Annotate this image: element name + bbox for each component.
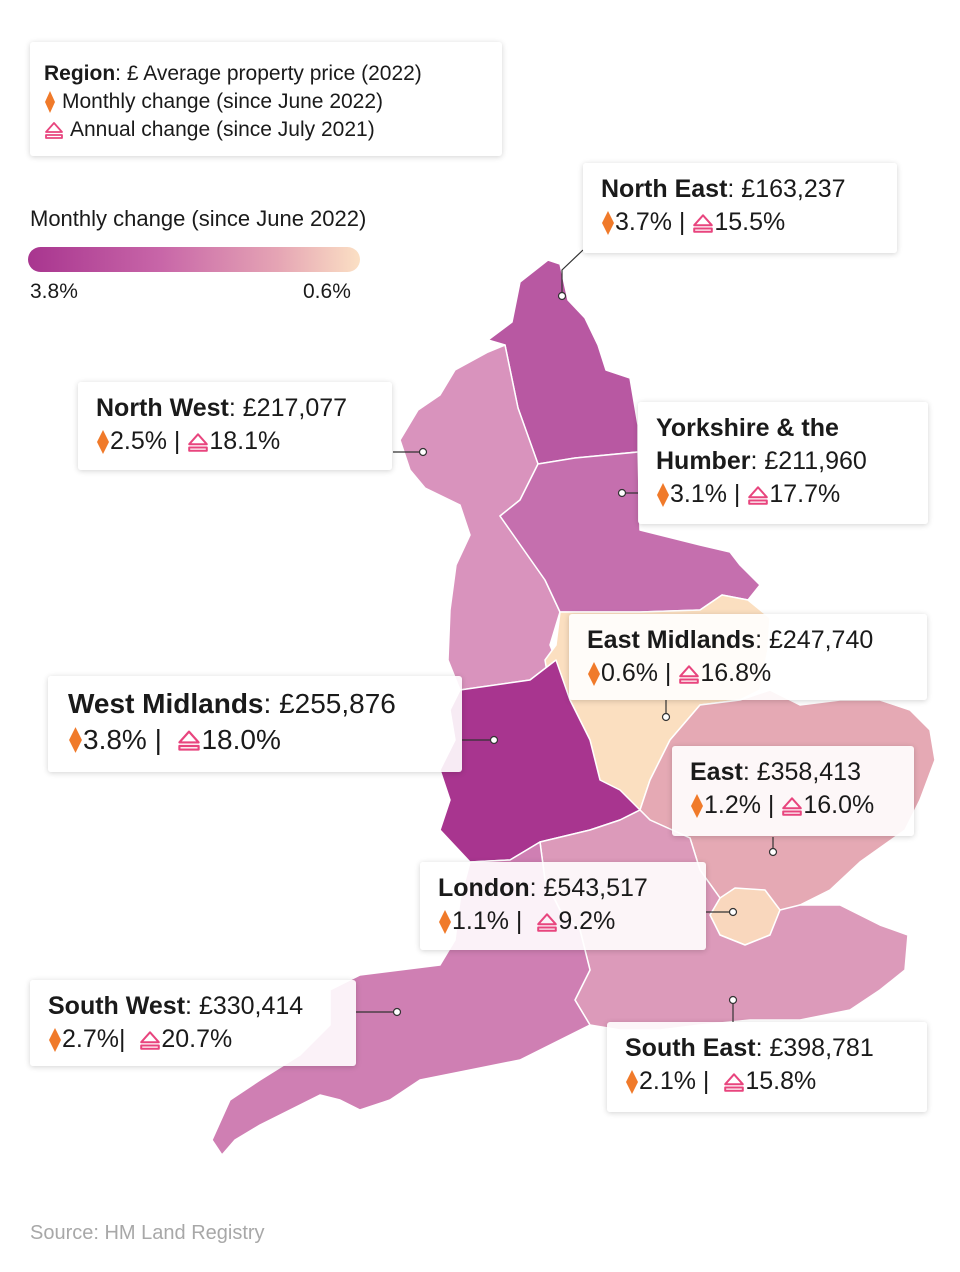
scale-min-label: 3.8% [30,280,78,303]
region-price: : £247,740 [755,626,874,654]
marker-south-east [728,995,738,1005]
annual-change-icon [693,213,714,233]
monthly-change: 1.2% [704,791,761,819]
marker-west-midlands [489,735,499,745]
region-price: : £543,517 [529,874,648,902]
region-name: East [690,758,743,786]
diamond-icon [97,429,109,454]
marker-north-west [418,447,428,457]
legend-price-text: : £ Average property price (2022) [115,62,422,85]
callout-north-west: North West: £217,077 2.5% | 18.1% [78,382,392,470]
diamond-icon [657,482,669,507]
legend-box: Region: £ Average property price (2022) … [30,42,502,156]
callout-east-midlands: East Midlands: £247,740 0.6% | 16.8% [569,614,927,700]
annual-change: 16.0% [803,791,875,819]
annual-change: 17.7% [769,480,841,508]
region-price: : £358,413 [742,758,861,786]
marker-east [768,847,778,857]
diamond-icon [439,909,451,934]
legend-region-label: Region [44,62,116,85]
annual-change: 16.8% [700,659,772,687]
region-name: London [438,874,530,902]
annual-change-icon [188,432,209,452]
annual-change-icon [748,485,769,505]
callout-east: East: £358,413 1.2% | 16.0% [672,746,914,836]
monthly-change: 1.1% [452,907,509,935]
region-name: South East [625,1034,756,1062]
marker-east-midlands [661,712,671,722]
diamond-icon [691,793,703,818]
legend-annual-line: Annual change (since July 2021) [44,116,502,144]
region-price: : £330,414 [185,992,304,1020]
region-price: : £217,077 [228,394,348,422]
annual-change-icon [140,1030,161,1050]
scale-title: Monthly change (since June 2022) [30,206,367,231]
marker-yorkshire [617,488,627,498]
diamond-icon [602,210,614,235]
region-price: : £163,237 [727,175,846,203]
region-name: Yorkshire & the [656,414,839,442]
annual-change-icon [537,912,558,932]
region-name: East Midlands [587,626,756,654]
callout-west-midlands: West Midlands: £255,876 3.8% | 18.0% [48,676,462,772]
region-price: : £398,781 [755,1034,874,1062]
legend-annual-text: Annual change (since July 2021) [70,118,375,141]
annual-change: 15.8% [745,1067,817,1095]
legend-monthly-text: Monthly change (since June 2022) [62,90,384,113]
region-price: : £255,876 [263,688,396,719]
annual-change: 20.7% [161,1025,233,1053]
monthly-change: 3.7% [615,208,672,236]
legend-monthly-line: Monthly change (since June 2022) [44,88,502,116]
region-name: South West [48,992,186,1020]
legend-price-line: Region: £ Average property price (2022) [44,60,502,88]
monthly-change: 3.8% [83,724,147,755]
annual-change-icon [724,1072,745,1092]
callout-north-east: North East: £163,237 3.7% | 15.5% [583,163,897,253]
marker-south-west [392,1007,402,1017]
annual-change: 9.2% [558,907,616,935]
monthly-change: 0.6% [601,659,658,687]
annual-change: 18.0% [201,724,281,755]
region-name: North West [96,394,229,422]
annual-change: 15.5% [714,208,786,236]
region-name: North East [601,175,728,203]
monthly-change: 3.1% [670,480,727,508]
monthly-change: 2.1% [639,1067,696,1095]
annual-change-icon [178,730,201,751]
source-note: Source: HM Land Registry [30,1222,265,1244]
callout-london: London: £543,517 1.1% | 9.2% [420,862,706,950]
monthly-change: 2.7% [62,1025,119,1053]
monthly-change: 2.5% [110,427,167,455]
annual-change: 18.1% [209,427,281,455]
region-name: Humber [656,447,751,475]
color-scale-bar [28,247,360,272]
diamond-icon [45,91,55,113]
callout-south-west: South West: £330,414 2.7% | 20.7% [30,980,356,1066]
annual-change-icon [45,122,63,139]
diamond-icon [588,661,600,686]
region-name: West Midlands [68,688,264,719]
callout-yorkshire: Yorkshire & the Humber: £211,960 3.1% | … [638,402,928,524]
marker-london [728,907,738,917]
diamond-icon [49,1027,61,1052]
annual-change-icon [782,796,803,816]
region-price: : £211,960 [750,447,867,475]
callout-south-east: South East: £398,781 2.1% | 15.8% [607,1022,927,1112]
annual-change-icon [679,664,700,684]
marker-north-east [557,291,567,301]
scale-max-label: 0.6% [303,280,351,303]
diamond-icon [69,727,82,753]
diamond-icon [626,1069,638,1094]
